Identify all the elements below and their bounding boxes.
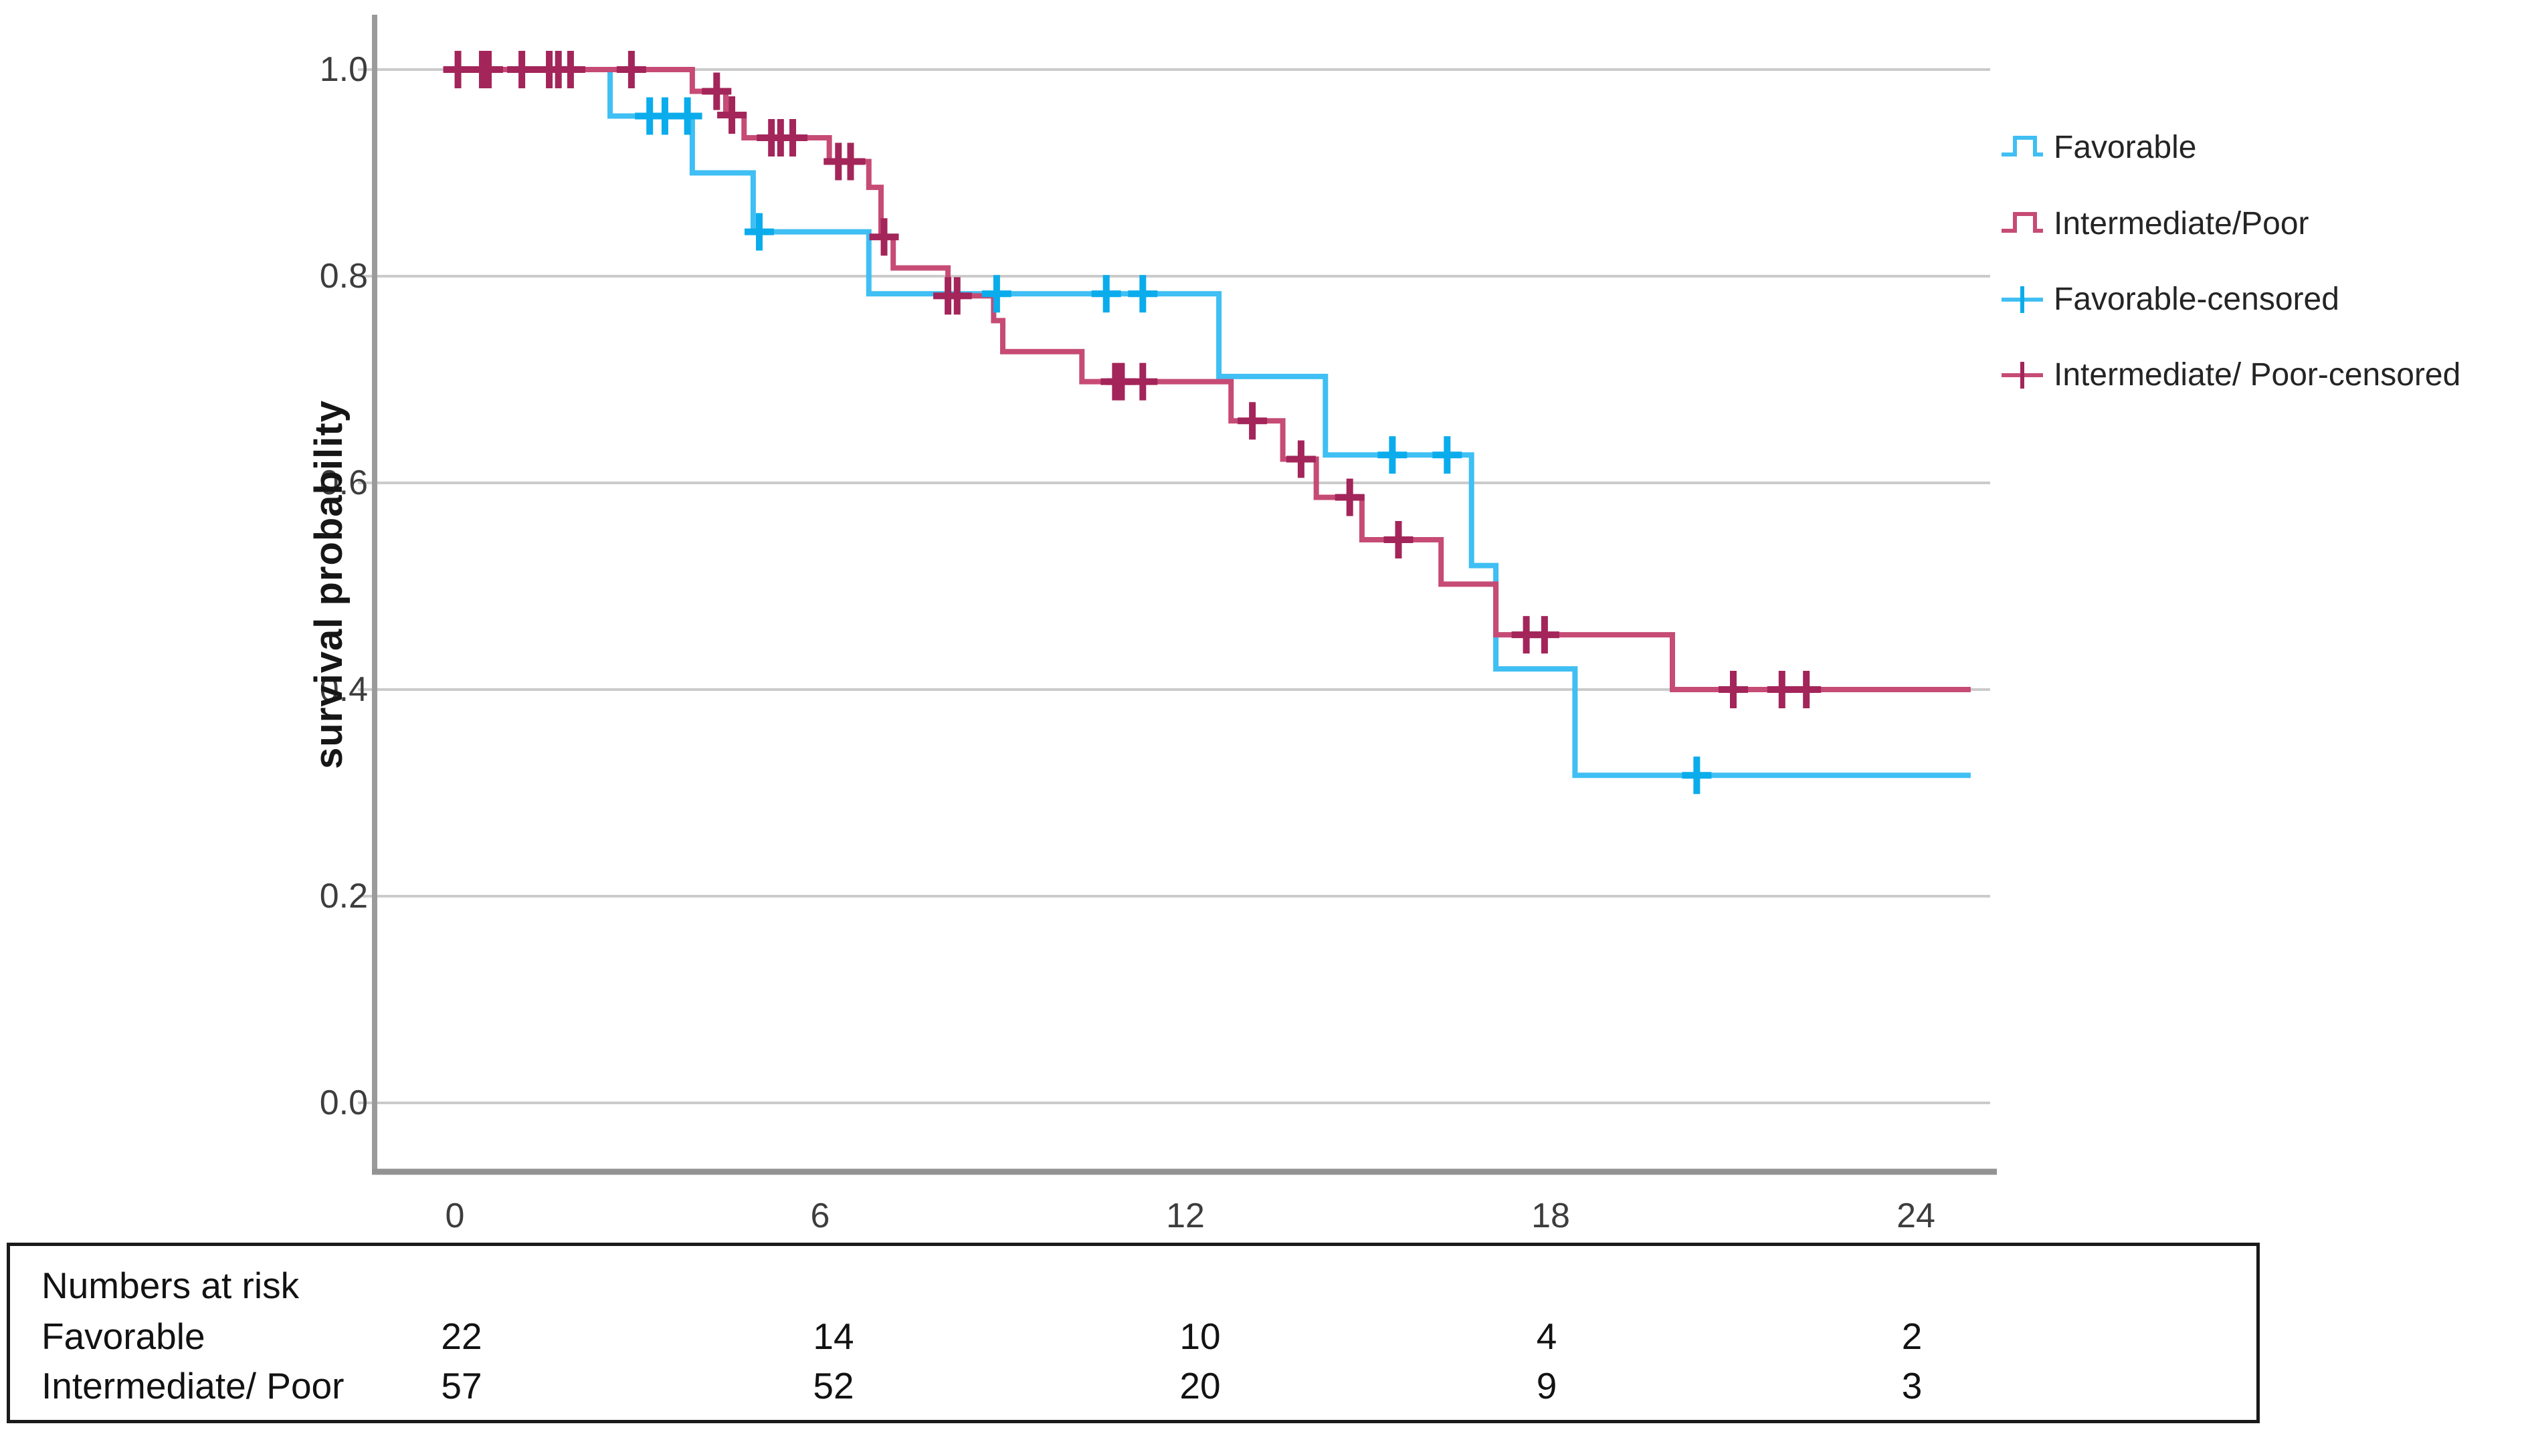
risk-count: 3 bbox=[1901, 1365, 1923, 1407]
legend-label: Intermediate/Poor bbox=[2054, 206, 2309, 241]
risk-count: 9 bbox=[1536, 1365, 1557, 1407]
risk-count: 52 bbox=[813, 1365, 854, 1407]
risk-row-label: Favorable bbox=[41, 1316, 205, 1357]
risk-count: 14 bbox=[813, 1316, 854, 1357]
y-tick-label: 1.0 bbox=[319, 50, 368, 89]
legend-item-intermediate-poor-censored: Intermediate/ Poor-censored bbox=[2000, 359, 2460, 391]
step-line-icon bbox=[2002, 136, 2043, 157]
legend-label: Favorable bbox=[2054, 130, 2197, 165]
y-tick-label: 0.4 bbox=[319, 670, 368, 709]
censor-plus-icon bbox=[2002, 286, 2043, 313]
legend-item-favorable: Favorable bbox=[2000, 132, 2196, 164]
risk-count: 20 bbox=[1179, 1365, 1221, 1407]
legend-label: Favorable-censored bbox=[2054, 282, 2339, 317]
numbers-at-risk-table bbox=[7, 1243, 2260, 1423]
x-tick-label: 0 bbox=[445, 1197, 465, 1235]
y-tick-label: 0.8 bbox=[319, 257, 368, 296]
risk-count: 4 bbox=[1536, 1316, 1557, 1357]
risk-count: 10 bbox=[1179, 1316, 1221, 1357]
risk-table-title: Numbers at risk bbox=[41, 1265, 300, 1306]
y-tick-label: 0.2 bbox=[319, 877, 368, 916]
risk-count: 57 bbox=[441, 1365, 482, 1407]
y-tick-label: 0.6 bbox=[319, 463, 368, 502]
x-tick-label: 12 bbox=[1166, 1197, 1205, 1235]
legend-item-intermediate-poor: Intermediate/Poor bbox=[2000, 208, 2309, 240]
x-tick-label: 18 bbox=[1531, 1197, 1570, 1235]
censor-plus-icon bbox=[2002, 362, 2043, 389]
step-line-icon bbox=[2002, 212, 2043, 233]
intermediate-poor-curve bbox=[455, 67, 1971, 692]
y-tick-label: 0.0 bbox=[319, 1083, 368, 1122]
y-axis-title: survival probability bbox=[307, 400, 351, 769]
x-tick-label: 24 bbox=[1897, 1197, 1935, 1235]
legend-label: Intermediate/ Poor-censored bbox=[2054, 357, 2461, 393]
legend: Favorable Intermediate/Poor Favorable-ce… bbox=[2000, 0, 2528, 468]
risk-count: 2 bbox=[1901, 1316, 1923, 1357]
favorable-curve bbox=[455, 67, 1971, 778]
x-tick-label: 6 bbox=[810, 1197, 830, 1235]
legend-item-favorable-censored: Favorable-censored bbox=[2000, 284, 2339, 316]
risk-count: 22 bbox=[441, 1316, 482, 1357]
risk-row-label: Intermediate/ Poor bbox=[41, 1365, 345, 1407]
